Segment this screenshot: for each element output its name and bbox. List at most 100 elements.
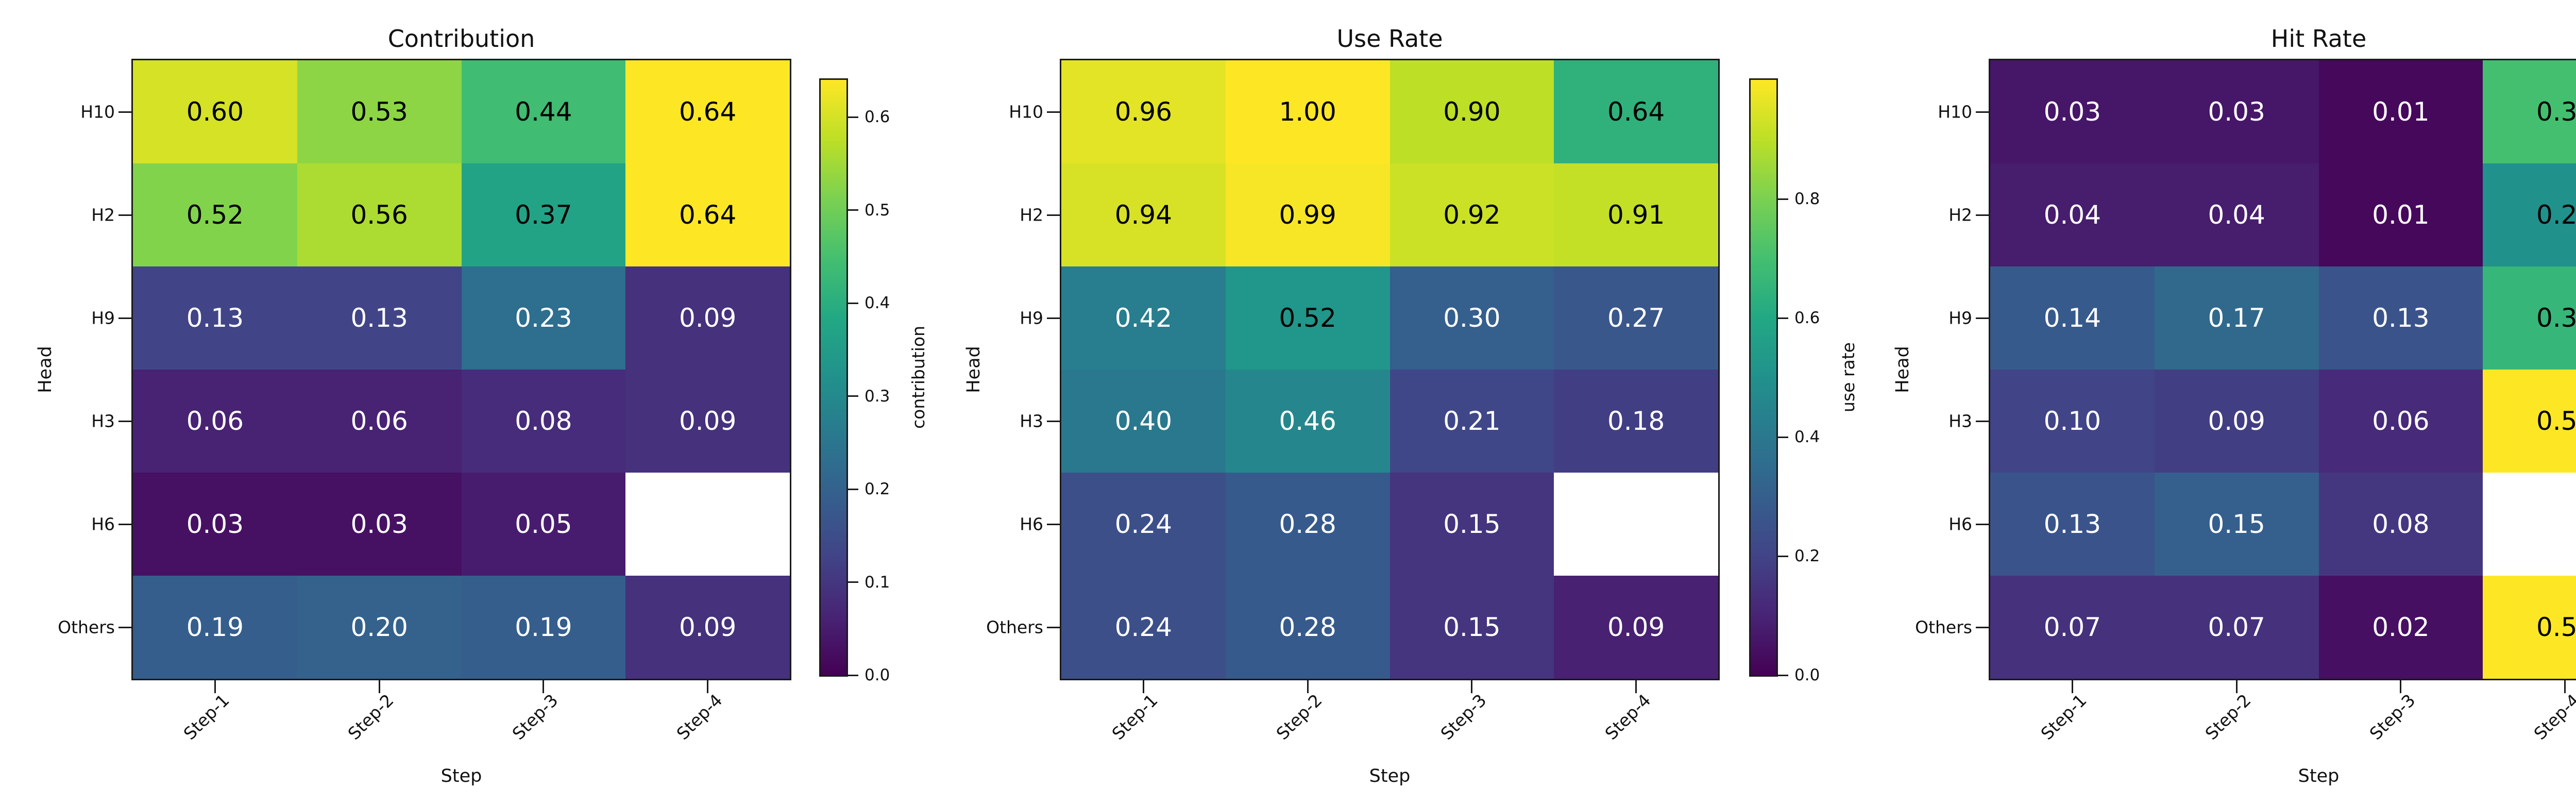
heatmap-cell: 0.10: [1990, 370, 2155, 473]
heatmap-cell: 0.52: [1225, 266, 1390, 370]
y-tick-mark: [1047, 626, 1060, 628]
y-tick-mark: [1047, 523, 1060, 525]
y-tick-label: H6: [1020, 514, 1043, 534]
cell-value: 1.00: [1279, 97, 1336, 127]
cell-value: 0.03: [350, 509, 408, 539]
cell-value: 0.23: [515, 303, 572, 333]
heatmap-cell: 0.64: [625, 163, 790, 266]
colorbar-tick-label: 0.8: [1794, 190, 1820, 208]
heatmap-cell: 0.27: [1554, 266, 1718, 370]
y-tick-mark: [118, 214, 131, 216]
heatmap-cell: 0.19: [133, 576, 297, 679]
heatmap-cell: 0.25: [2483, 163, 2576, 266]
cell-value: 0.46: [1279, 406, 1336, 436]
cell-value: 0.30: [1443, 303, 1501, 333]
cell-value: 0.15: [1443, 612, 1501, 642]
cell-value: 0.06: [2372, 406, 2430, 436]
colorbar-tick-label: 0.0: [865, 666, 890, 684]
heatmap-cell: 0.05: [461, 473, 626, 576]
y-tick-label: H6: [1948, 514, 1972, 534]
heatmap-cell: 0.24: [1061, 576, 1226, 679]
cell-value: 0.07: [2043, 612, 2102, 642]
cell-value: 0.06: [186, 406, 244, 436]
heatmap-cell: 1.00: [1225, 60, 1390, 163]
colorbar-tick-mark: [1778, 436, 1788, 438]
colorbar-tick-mark: [848, 674, 858, 676]
cell-value: 0.09: [679, 406, 737, 436]
heatmap-cell: 0.35: [2483, 60, 2576, 163]
cell-value: 0.21: [1443, 406, 1501, 436]
x-tick-mark: [2400, 680, 2402, 693]
y-tick-label: H10: [1009, 102, 1043, 122]
cell-value: 0.18: [1607, 406, 1665, 436]
heatmap-cell: 0.46: [1225, 370, 1390, 473]
x-axis-label: Step: [2298, 766, 2340, 786]
heatmap-cell: [1554, 473, 1718, 576]
x-tick-mark: [1142, 680, 1144, 693]
x-axis-label: Step: [440, 766, 482, 786]
cell-value: 0.24: [1114, 509, 1173, 539]
cell-value: 0.56: [350, 200, 408, 230]
heatmap-grid: 0.03 0.03 0.01 0.35 0.04 0.04 0.01 0.25 0.14 0.17…: [1990, 60, 2576, 679]
cell-value: 0.04: [2208, 200, 2265, 230]
x-tick-mark: [2564, 680, 2566, 693]
heatmap-cell: 0.24: [1061, 473, 1226, 576]
y-tick-label: H10: [80, 102, 115, 122]
cell-value: 0.25: [2536, 200, 2576, 230]
y-tick-mark: [1047, 214, 1060, 216]
heatmap-cell: 0.09: [1554, 576, 1718, 679]
heatmap-cell: 0.37: [461, 163, 626, 266]
y-tick-mark: [1976, 111, 1989, 113]
cell-value: 0.91: [1607, 200, 1665, 230]
heatmap-cell: 0.18: [1554, 370, 1718, 473]
heatmap-cell: 0.04: [2154, 163, 2319, 266]
heatmap-cell: 0.90: [1389, 60, 1554, 163]
y-tick-mark: [118, 420, 131, 422]
cell-value: 0.08: [515, 406, 572, 436]
colorbar-tick-label: 0.3: [865, 387, 890, 406]
x-tick-mark: [1471, 680, 1473, 693]
y-tick-mark: [118, 317, 131, 319]
colorbar-tick-mark: [848, 302, 858, 304]
heatmap-cell: 0.01: [2318, 60, 2483, 163]
cell-value: 0.01: [2372, 97, 2430, 127]
cell-value: 0.03: [2043, 97, 2102, 127]
heatmap-cell: [625, 473, 790, 576]
cell-value: 0.53: [350, 97, 408, 127]
cell-value: 0.19: [515, 612, 572, 642]
heatmap-cell: 0.04: [1990, 163, 2155, 266]
cell-value: 0.42: [1114, 303, 1173, 333]
heatmap-cell: 0.42: [1061, 266, 1226, 370]
cell-value: 0.99: [1279, 200, 1336, 230]
cell-value: 0.03: [186, 509, 244, 539]
colorbar: [1751, 80, 1776, 675]
heatmap-cell: 0.09: [625, 370, 790, 473]
colorbar-tick-label: 0.0: [1794, 666, 1820, 684]
heatmap-cell: 0.03: [2154, 60, 2319, 163]
y-tick-label: H9: [1948, 308, 1972, 328]
cell-value: 0.64: [1607, 97, 1665, 127]
x-axis-label: Step: [1369, 766, 1411, 786]
heatmap-cell: 0.09: [625, 576, 790, 679]
y-tick-mark: [1976, 214, 1989, 216]
heatmap-cell: 0.17: [2154, 266, 2319, 370]
y-tick-mark: [118, 626, 131, 628]
heatmap-cell: 0.94: [1061, 163, 1226, 266]
colorbar: [821, 80, 846, 675]
colorbar-tick-mark: [848, 488, 858, 490]
cell-value: 0.13: [2043, 509, 2102, 539]
heatmap-cell: 0.07: [1990, 576, 2155, 679]
x-tick-mark: [707, 680, 709, 693]
y-tick-mark: [1976, 626, 1989, 628]
cell-value: 0.09: [2208, 406, 2265, 436]
cell-value: 0.50: [2536, 406, 2576, 436]
cell-value: 0.19: [186, 612, 244, 642]
cell-value: 0.13: [350, 303, 408, 333]
y-tick-mark: [118, 111, 131, 113]
y-tick-mark: [1047, 420, 1060, 422]
cell-value: 0.13: [186, 303, 244, 333]
heatmap-cell: 0.03: [1990, 60, 2155, 163]
heatmap-cell: 0.50: [2483, 370, 2576, 473]
